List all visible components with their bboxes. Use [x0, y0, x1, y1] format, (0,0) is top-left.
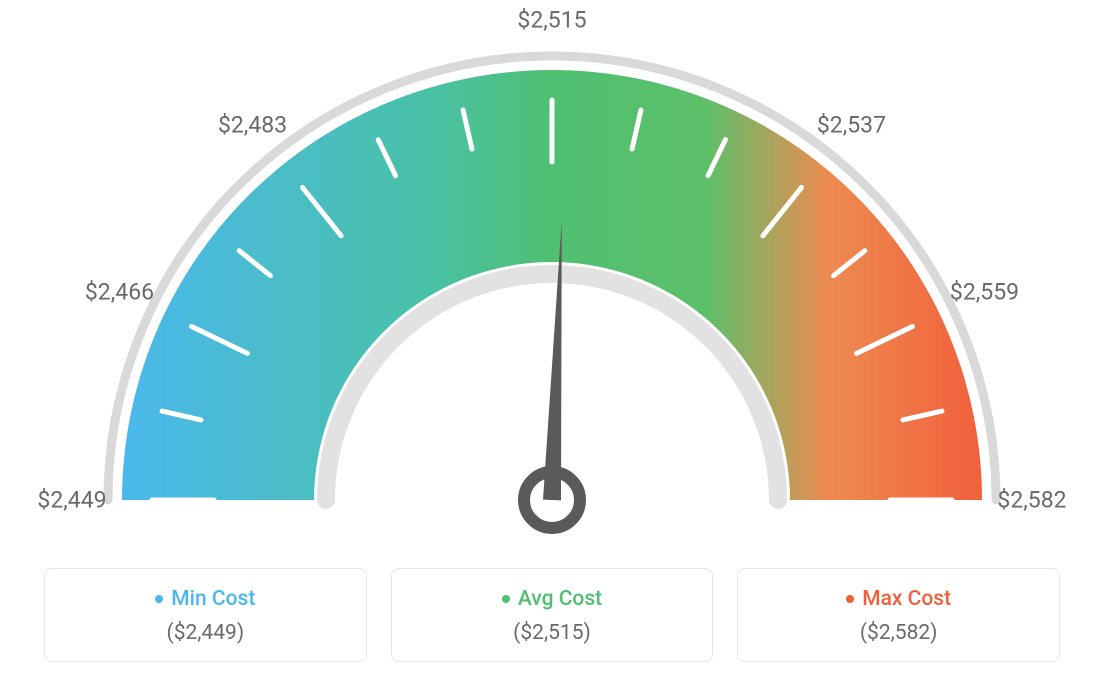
legend-value-min: ($2,449)	[57, 621, 354, 645]
legend-row: Min Cost ($2,449) Avg Cost ($2,515) Max …	[44, 568, 1060, 662]
legend-dot-max	[846, 595, 854, 603]
cost-gauge-chart: $2,449 $2,466 $2,483 $2,515 $2,537 $2,559 $2,5…	[0, 0, 1104, 690]
gauge-tick-label: $2,582	[997, 487, 1066, 514]
legend-card-min: Min Cost ($2,449)	[44, 568, 367, 662]
gauge-tick-label: $2,537	[817, 111, 886, 138]
legend-dot-avg	[502, 595, 510, 603]
legend-value-max: ($2,582)	[750, 621, 1047, 645]
legend-label-max: Max Cost	[862, 587, 951, 611]
legend-value-avg: ($2,515)	[404, 621, 701, 645]
legend-title-min: Min Cost	[155, 587, 255, 611]
legend-label-avg: Avg Cost	[518, 587, 602, 611]
legend-label-min: Min Cost	[171, 587, 255, 611]
legend-card-avg: Avg Cost ($2,515)	[391, 568, 714, 662]
gauge-svg	[0, 0, 1104, 550]
legend-dot-min	[155, 595, 163, 603]
gauge-tick-label: $2,483	[218, 111, 287, 138]
legend-title-avg: Avg Cost	[502, 587, 602, 611]
gauge-tick-label: $2,466	[85, 278, 154, 305]
legend-title-max: Max Cost	[846, 587, 951, 611]
gauge-tick-label: $2,515	[517, 7, 586, 34]
gauge-tick-label: $2,559	[950, 278, 1019, 305]
gauge-tick-label: $2,449	[37, 487, 106, 514]
legend-card-max: Max Cost ($2,582)	[737, 568, 1060, 662]
gauge-area: $2,449 $2,466 $2,483 $2,515 $2,537 $2,559 $2,5…	[0, 0, 1104, 550]
